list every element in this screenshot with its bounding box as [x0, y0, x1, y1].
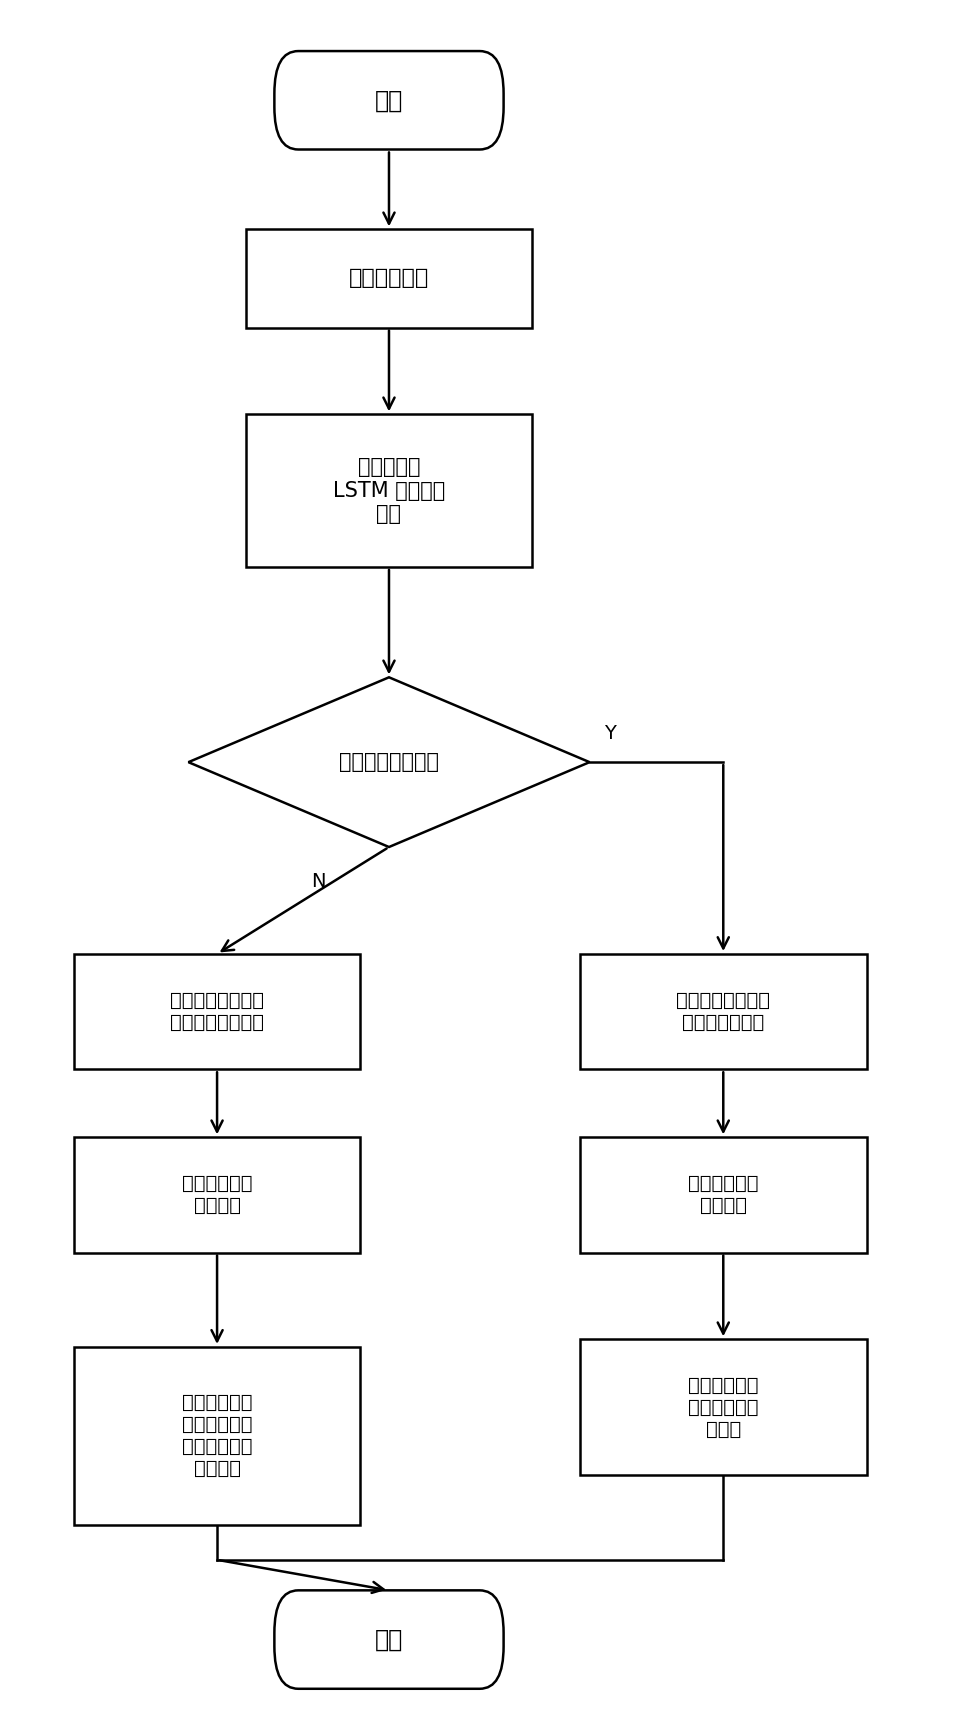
Text: 采集故障数据: 采集故障数据	[349, 269, 429, 289]
Text: 结束: 结束	[375, 1627, 403, 1651]
Text: 分类为：湿土
地接地、湿沙
地接地、湿水
泥地接地: 分类为：湿土 地接地、湿沙 地接地、湿水 泥地接地	[182, 1393, 252, 1478]
Bar	[74, 955, 360, 1069]
Bar	[246, 414, 532, 566]
Text: 构建不含电弧特征
故障类型数据集合: 构建不含电弧特征 故障类型数据集合	[171, 991, 265, 1032]
Text: 分类为：干土
地接地、干沙
地接地: 分类为：干土 地接地、干沙 地接地	[688, 1376, 759, 1439]
Bar	[580, 1138, 866, 1252]
FancyBboxPatch shape	[274, 1590, 504, 1689]
FancyBboxPatch shape	[274, 51, 504, 149]
Text: 是否为含电弧特征: 是否为含电弧特征	[339, 753, 439, 772]
Text: N: N	[311, 873, 326, 891]
Bar	[246, 229, 532, 329]
Text: 构建多层神经
分类网络: 构建多层神经 分类网络	[688, 1174, 759, 1215]
Bar	[74, 1138, 360, 1252]
Bar	[580, 955, 866, 1069]
Text: 开始: 开始	[375, 89, 403, 113]
Text: 构建多层神经
分类网络: 构建多层神经 分类网络	[182, 1174, 252, 1215]
Text: Y: Y	[604, 724, 615, 743]
Bar	[74, 1347, 360, 1525]
Polygon shape	[188, 678, 589, 847]
Bar	[580, 1340, 866, 1475]
Text: 构建并训练
LSTM 电弧辨识
网络: 构建并训练 LSTM 电弧辨识 网络	[333, 457, 445, 524]
Text: 构建含电弧特征故
障类型数据集合: 构建含电弧特征故 障类型数据集合	[676, 991, 770, 1032]
